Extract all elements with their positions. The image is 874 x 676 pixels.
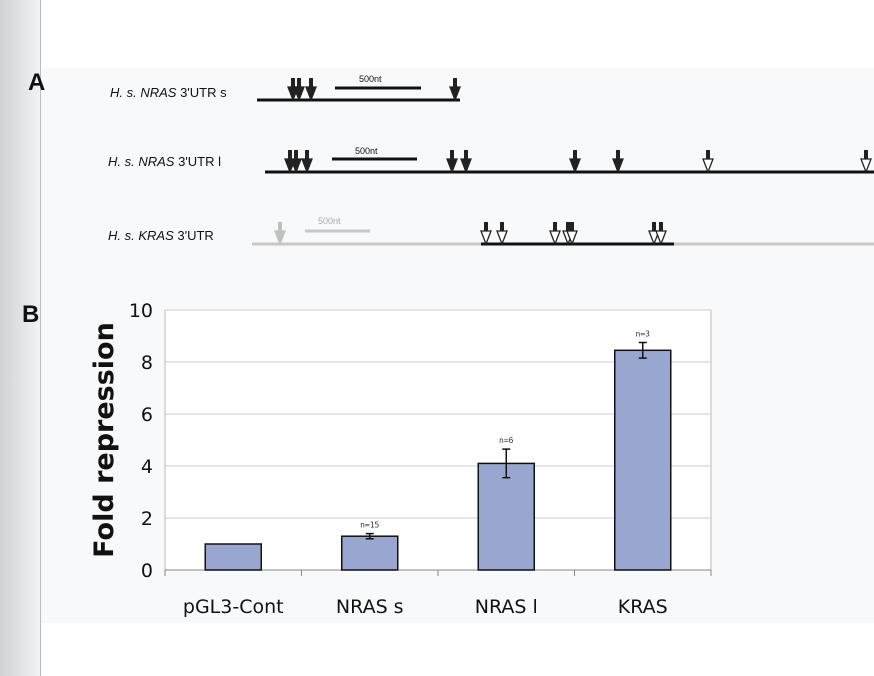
y-tick-label: 10 — [129, 300, 153, 322]
site-arrow-stem — [570, 222, 574, 232]
open-site-arrow-icon — [566, 230, 578, 246]
site-arrow-stem — [659, 222, 663, 232]
site-arrow-stem — [450, 150, 454, 160]
filled-site-arrow-icon — [460, 158, 472, 174]
panel-b-letter: B — [22, 301, 39, 328]
site-arrow-stem — [566, 222, 570, 232]
site-arrow-stem — [464, 150, 468, 160]
open-site-arrow-icon — [496, 230, 508, 246]
site-arrow-stem — [291, 78, 295, 88]
y-tick-label: 0 — [141, 560, 153, 582]
scale-bar-label: 500nt — [359, 74, 382, 84]
page-edge — [0, 0, 41, 676]
open-site-arrow-icon — [702, 158, 714, 174]
filled-site-arrow-icon — [293, 86, 305, 102]
bar-nras-s — [341, 535, 399, 571]
filled-site-arrow-icon — [305, 86, 317, 102]
bar-pgl3-cont — [204, 543, 262, 571]
site-arrow-stem — [484, 222, 488, 232]
y-axis-label: Fold repression — [89, 322, 120, 558]
bar-kras — [614, 349, 672, 571]
bar-nras-l — [477, 462, 535, 571]
site-arrow-stem — [309, 78, 313, 88]
site-arrow-stem — [573, 150, 577, 160]
site-arrow-stem — [288, 150, 292, 160]
open-site-arrow-icon — [480, 230, 492, 246]
site-arrow-stem — [553, 222, 557, 232]
sample-size-label: n=3 — [636, 330, 651, 339]
site-arrow-stem — [305, 150, 309, 160]
site-arrow-stem — [294, 150, 298, 160]
x-category-label: NRAS l — [475, 596, 538, 618]
y-tick-label: 4 — [141, 456, 153, 478]
filled-site-arrow-icon — [301, 158, 313, 174]
bar-chart: 0 2 4 6 8 10 pGL3-Cont n=15 NRAS s n=6 NRAS l n=3 KR… — [129, 300, 712, 618]
filled-site-arrow-icon — [290, 158, 302, 174]
x-category-label: pGL3-Cont — [183, 596, 284, 618]
utr-label-nras-l: H. s. NRAS 3'UTR l — [108, 154, 221, 169]
site-arrow-stem — [864, 150, 868, 160]
utr-label-kras: H. s. KRAS 3'UTR — [108, 228, 214, 243]
y-tick-label: 8 — [141, 352, 153, 374]
scale-bar-label: 500nt — [318, 216, 341, 226]
site-arrow-stem — [652, 222, 656, 232]
utr-label-nras-s: H. s. NRAS 3'UTR s — [110, 85, 227, 100]
open-site-arrow-icon — [860, 158, 872, 174]
filled-site-arrow-icon — [449, 86, 461, 102]
filled-site-arrow-icon — [612, 158, 624, 174]
site-arrow-stem — [278, 222, 282, 232]
utr-diagram: H. s. NRAS 3'UTR s H. s. NRAS 3'UTR l H.… — [108, 74, 874, 246]
open-site-arrow-icon — [549, 230, 561, 246]
sample-size-label: n=15 — [360, 521, 379, 530]
site-arrow-stem — [453, 78, 457, 88]
open-site-arrow-icon — [648, 230, 660, 246]
scale-bar-label: 500nt — [355, 146, 378, 156]
site-arrow-stem — [616, 150, 620, 160]
x-category-label: KRAS — [618, 596, 668, 618]
site-arrow-stem — [297, 78, 301, 88]
y-tick-label: 2 — [141, 508, 153, 530]
filled-site-arrow-icon — [569, 158, 581, 174]
site-arrow-stem — [706, 150, 710, 160]
filled-site-arrow-icon — [274, 230, 286, 246]
site-arrow-stem — [500, 222, 504, 232]
y-tick-label: 6 — [141, 404, 153, 426]
panel-a-letter: A — [28, 69, 45, 96]
sample-size-label: n=6 — [499, 436, 514, 445]
open-site-arrow-icon — [655, 230, 667, 246]
x-category-label: NRAS s — [336, 596, 404, 618]
filled-site-arrow-icon — [446, 158, 458, 174]
